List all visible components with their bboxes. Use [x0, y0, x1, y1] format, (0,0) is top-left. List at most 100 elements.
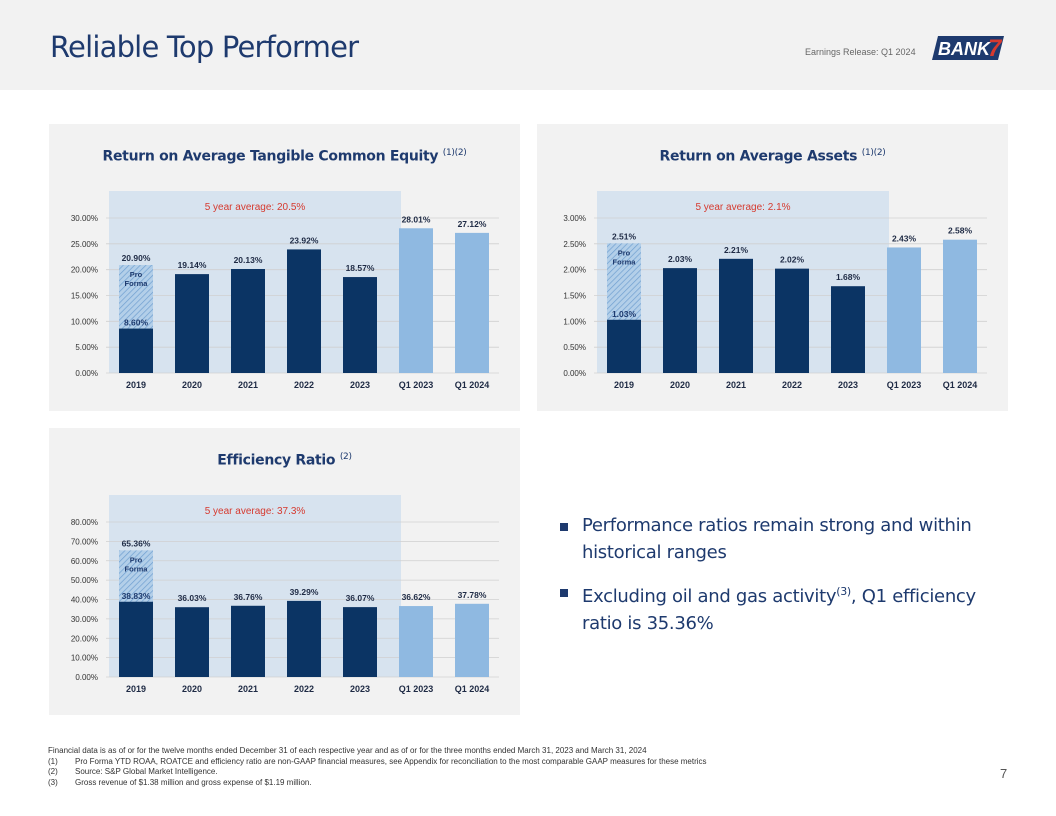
y-tick-label: 2.50%	[563, 240, 586, 249]
y-tick-label: 15.00%	[71, 292, 98, 301]
bar-value-label: 18.57%	[346, 263, 375, 273]
bar	[663, 268, 697, 373]
efficiency-chart-panel: Efficiency Ratio (2) 5 year average: 37.…	[49, 428, 520, 715]
x-tick-label: 2019	[126, 380, 146, 390]
y-tick-label: 60.00%	[71, 557, 98, 566]
y-tick-label: 3.00%	[563, 214, 586, 223]
x-tick-label: 2023	[350, 684, 370, 694]
bar	[455, 232, 489, 373]
bar-value-label: 36.03%	[178, 593, 207, 603]
x-tick-label: 2023	[838, 380, 858, 390]
x-tick-label: 2019	[126, 684, 146, 694]
header-band: Reliable Top Performer Earnings Release:…	[0, 0, 1056, 90]
bar	[399, 228, 433, 373]
bullet-item: Performance ratios remain strong and wit…	[560, 512, 1000, 566]
average-label: 5 year average: 20.5%	[205, 202, 306, 213]
bar-value-label: 28.01%	[402, 214, 431, 224]
pro-forma-value-label: 2.51%	[612, 231, 637, 241]
bar-value-label: 2.58%	[948, 226, 973, 236]
y-tick-label: 2.00%	[563, 266, 586, 275]
average-label: 5 year average: 2.1%	[695, 202, 790, 213]
y-tick-label: 5.00%	[75, 343, 98, 352]
bar-value-label: 27.12%	[458, 219, 487, 229]
bar-value-label: 23.92%	[290, 235, 319, 245]
roaa-chart-panel: Return on Average Assets (1)(2) 5 year a…	[537, 124, 1008, 411]
y-tick-label: 0.50%	[563, 343, 586, 352]
y-tick-label: 0.00%	[75, 369, 98, 378]
bar	[719, 258, 753, 373]
x-tick-label: Q1 2023	[887, 380, 922, 390]
roaa-chart: 5 year average: 2.1% 0.00% 0.50% 1.00% 1.50%…	[563, 191, 987, 390]
pro-forma-tag: Forma	[125, 279, 149, 288]
bar	[943, 239, 977, 373]
x-tick-label: 2022	[294, 684, 314, 694]
footnote-item: (2) Source: S&P Global Market Intelligenc…	[48, 767, 218, 776]
pro-forma-value-label: 65.36%	[122, 538, 151, 548]
bullet-item: Excluding oil and gas activity(3), Q1 ef…	[560, 578, 1000, 637]
average-label: 5 year average: 37.3%	[205, 506, 306, 517]
x-tick-label: Q1 2024	[455, 380, 490, 390]
x-tick-label: 2021	[238, 684, 258, 694]
release-label: Earnings Release: Q1 2024	[805, 47, 916, 57]
x-tick-label: 2020	[182, 380, 202, 390]
x-tick-label: 2021	[238, 380, 258, 390]
pro-forma-tag: Forma	[613, 257, 637, 266]
y-tick-label: 20.00%	[71, 266, 98, 275]
efficiency-chart: 5 year average: 37.3% 0.00% 10.00% 20.00% 30…	[71, 495, 499, 694]
logo-number: 7	[988, 35, 1003, 62]
bar-value-label: 2.43%	[892, 233, 917, 243]
roatce-chart-title: Return on Average Tangible Common Equity…	[102, 148, 467, 165]
page-number: 7	[1000, 766, 1008, 781]
bar-value-label: 39.29%	[290, 587, 319, 597]
y-tick-label: 40.00%	[71, 596, 98, 605]
x-tick-label: 2022	[294, 380, 314, 390]
x-tick-label: Q1 2024	[943, 380, 978, 390]
bar-value-label: 20.13%	[234, 255, 263, 265]
bullet-square-icon	[560, 523, 568, 531]
footnote-intro: Financial data is as of or for the twelv…	[48, 746, 647, 755]
roatce-chart: 5 year average: 20.5% 0.00% 5.00% 10.00% 15.…	[71, 191, 499, 390]
roaa-chart-title: Return on Average Assets (1)(2)	[659, 148, 886, 165]
bar-value-label: 8.60%	[124, 318, 149, 328]
bar-value-label: 19.14%	[178, 260, 207, 270]
x-tick-label: 2019	[614, 380, 634, 390]
bar	[119, 601, 153, 677]
bar	[231, 268, 265, 373]
bar-value-label: 36.76%	[234, 592, 263, 602]
y-tick-label: 30.00%	[71, 214, 98, 223]
bar	[287, 600, 321, 677]
bar	[175, 607, 209, 677]
pro-forma-tag: Pro	[130, 555, 143, 564]
y-tick-label: 20.00%	[71, 634, 98, 643]
pro-forma-tag: Forma	[125, 564, 149, 573]
bar-value-label: 2.02%	[780, 255, 805, 265]
key-points: Performance ratios remain strong and wit…	[560, 512, 1000, 649]
bar-value-label: 2.21%	[724, 245, 749, 255]
x-tick-label: 2023	[350, 380, 370, 390]
y-tick-label: 1.00%	[563, 317, 586, 326]
bar	[343, 277, 377, 373]
bar	[455, 603, 489, 677]
x-tick-label: 2022	[782, 380, 802, 390]
pro-forma-tag: Pro	[618, 248, 631, 257]
x-tick-label: 2021	[726, 380, 746, 390]
footnote-item: (1) Pro Forma YTD ROAA, ROATCE and effici…	[48, 756, 707, 766]
y-tick-label: 80.00%	[71, 518, 98, 527]
y-tick-label: 0.00%	[75, 673, 98, 682]
y-tick-label: 10.00%	[71, 654, 98, 663]
bar	[399, 606, 433, 677]
bar	[775, 268, 809, 373]
bank7-logo: BANK 7	[932, 35, 1004, 62]
bar	[119, 328, 153, 373]
bar-value-label: 2.03%	[668, 254, 693, 264]
x-tick-label: 2020	[182, 684, 202, 694]
efficiency-chart-title: Efficiency Ratio (2)	[217, 452, 352, 469]
bar-value-label: 38.83%	[122, 591, 151, 601]
x-tick-label: Q1 2024	[455, 684, 490, 694]
pro-forma-value-label: 20.90%	[122, 253, 151, 263]
bar	[831, 286, 865, 373]
x-tick-label: Q1 2023	[399, 380, 434, 390]
bar-value-label: 36.62%	[402, 592, 431, 602]
pro-forma-tag: Pro	[130, 270, 143, 279]
footnotes: Financial data is as of or for the twelv…	[48, 746, 707, 788]
